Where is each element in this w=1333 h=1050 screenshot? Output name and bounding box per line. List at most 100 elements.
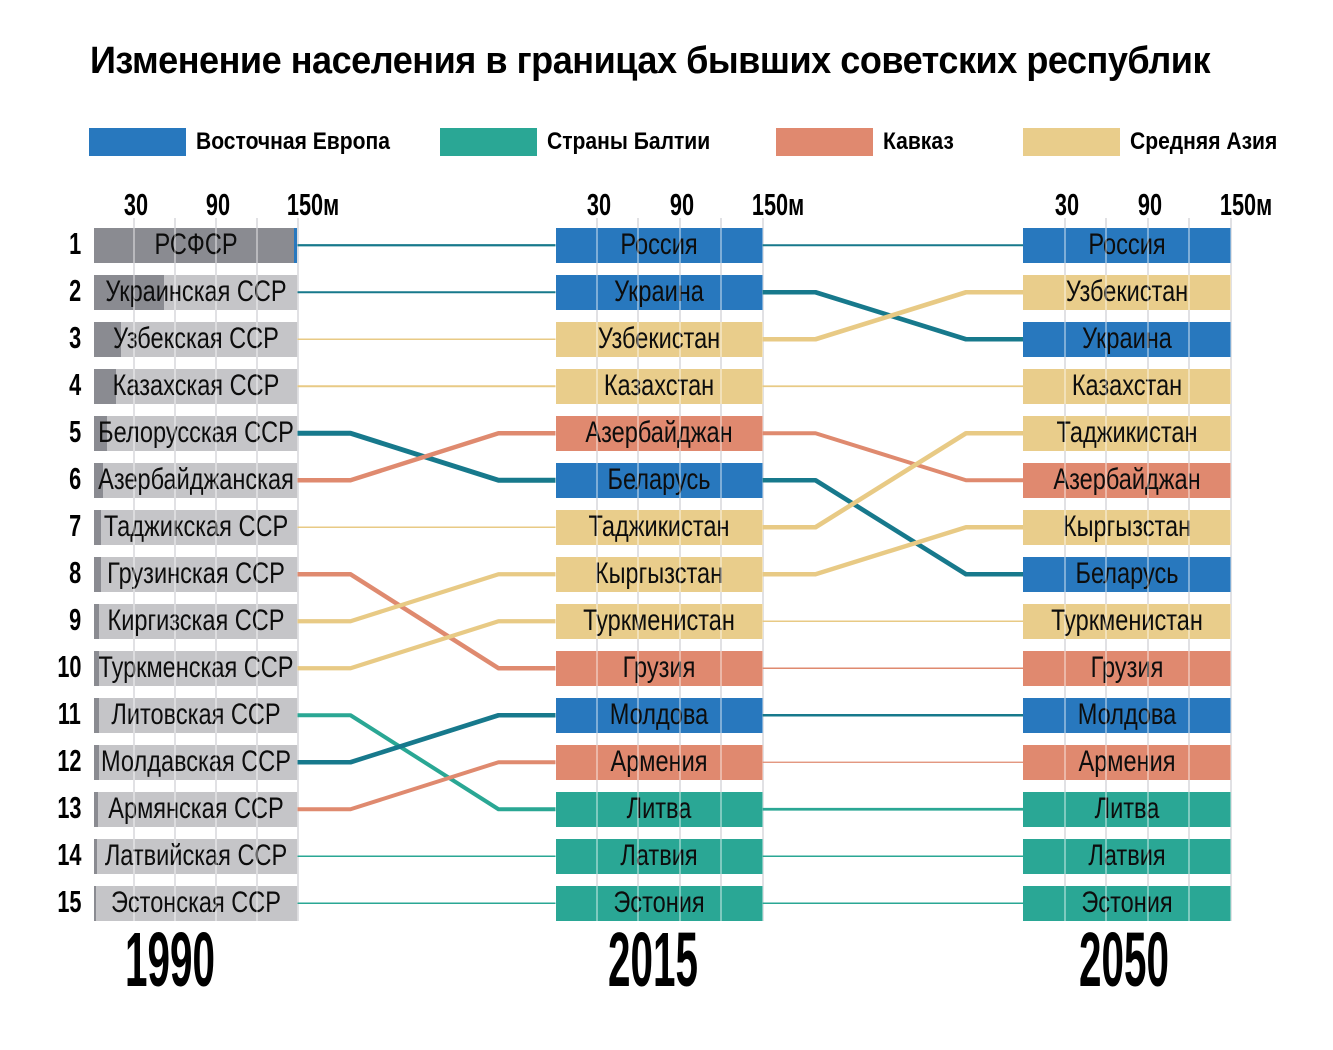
rank-number-12: 12 (0, 745, 81, 776)
rank-number-text: 11 (58, 696, 81, 732)
rank-number-text: 15 (56, 884, 81, 920)
bar-label-text: Беларусь (1075, 557, 1179, 591)
legend-swatch-baltic (440, 128, 537, 156)
rank-number-text: 10 (56, 649, 81, 685)
bar-label-text: Украинская ССР (104, 275, 287, 309)
bar-2015-Молдова: Молдова (555, 698, 763, 733)
bar-value-Молдавская ССР (93, 745, 100, 780)
gridline-over-2050-150 (1230, 218, 1232, 921)
legend-swatch-east (89, 128, 186, 156)
axis-tick-text: 30 (124, 187, 149, 222)
connector-0-8-10 (297, 572, 556, 671)
bar-label-Беларусь: Беларусь (1061, 559, 1192, 589)
bar-label-Латвия: Латвия (1078, 841, 1176, 871)
bar-value-Таджикская ССР (93, 510, 101, 545)
bar-label-Казахская ССР: Казахская ССР (89, 371, 301, 401)
axis-tick-text: 30 (586, 187, 611, 222)
bar-label-Эстония: Эстония (1069, 888, 1185, 918)
bar-label-text: Казахская ССР (112, 369, 279, 403)
bar-2050-Кыргызстан: Кыргызстан (1023, 510, 1231, 545)
rank-number-text: 2 (68, 273, 81, 309)
bar-1990-Молдавская ССР: Молдавская ССР (93, 745, 298, 780)
axis-tick-text: 150м (1219, 187, 1273, 222)
bar-label-Литовская ССР: Литовская ССР (88, 700, 304, 730)
bar-label-text: Литовская ССР (110, 698, 281, 732)
bar-2015-Россия: Россия (555, 228, 763, 263)
rank-number-text: 13 (56, 790, 81, 826)
bar-label-Молдова: Молдова (1064, 700, 1189, 730)
gridline-over-2015-90 (678, 218, 681, 921)
bar-2015-Туркменистан: Туркменистан (555, 604, 763, 639)
bar-label-Украина: Украина (602, 277, 716, 307)
bar-2015-Украина: Украина (555, 275, 763, 310)
bar-2050-Украина: Украина (1023, 322, 1231, 357)
bar-2050-Армения: Армения (1023, 745, 1231, 780)
bar-label-text: Латвийская ССР (104, 839, 287, 873)
bar-label-text: Узбекистан (597, 322, 721, 356)
bar-label-text: РСФСР (153, 228, 238, 262)
bar-label-text: Таджикистан (588, 510, 730, 544)
bar-1990-Украинская ССР: Украинская ССР (93, 275, 298, 310)
rank-number-text: 4 (68, 367, 81, 403)
rank-number-text: 1 (68, 226, 81, 262)
bar-label-Армянская ССР: Армянская ССР (84, 794, 308, 824)
axis-tick-text: 90 (1137, 187, 1162, 222)
bar-label-text: Грузия (622, 651, 696, 685)
gridline-over-2015-30 (595, 218, 598, 921)
bar-label-text: Кыргызстан (1062, 510, 1192, 544)
bar-2050-Таджикистан: Таджикистан (1023, 416, 1231, 451)
rank-number-5: 5 (0, 416, 81, 447)
bar-label-text: Литва (626, 792, 692, 826)
rank-number-3: 3 (0, 322, 81, 353)
year-label-2050: 2050 (1038, 922, 1209, 999)
bar-1990-Белорусская ССР: Белорусская ССР (93, 416, 298, 451)
bar-label-text: Азербайджан (1053, 463, 1201, 497)
rank-number-8: 8 (0, 557, 81, 588)
bar-label-Казахстан: Казахстан (589, 371, 730, 401)
rank-number-6: 6 (0, 463, 81, 494)
bar-label-Киргизская ССР: Киргизская ССР (83, 606, 308, 636)
bar-1990-Латвийская ССР: Латвийская ССР (93, 839, 298, 874)
bar-label-Кыргызстан: Кыргызстан (577, 559, 740, 589)
bar-label-text: Казахстан (1071, 369, 1183, 403)
axis-tick-2050-30: 30 (1049, 189, 1083, 220)
bar-label-text: Узбекистан (1065, 275, 1189, 309)
axis-tick-2050-150: 150м (1209, 189, 1284, 220)
bar-label-Таджикистан: Таджикистан (569, 512, 749, 542)
bar-2050-Россия: Россия (1023, 228, 1231, 263)
bar-value-Украинская ССР (93, 275, 164, 310)
gridline-under-2015-150 (761, 218, 764, 921)
gridline-over-1990-30 (133, 218, 136, 921)
gridline-over-2015-60 (637, 218, 640, 921)
axis-tick-text: 30 (1054, 187, 1079, 222)
gridline-over-2050-120 (1188, 218, 1191, 921)
axis-tick-2050-90: 90 (1133, 189, 1167, 220)
legend-swatch-caucasus (776, 128, 873, 156)
legend-label-east: Восточная Европа (196, 128, 390, 155)
bar-value-Киргизская ССР (93, 604, 100, 639)
axis-tick-2015-90: 90 (664, 189, 698, 220)
bar-label-Азербайджанская: Азербайджанская (71, 465, 320, 495)
bar-1990-Узбекская ССР: Узбекская ССР (93, 322, 298, 357)
gridline-over-2050-30 (1063, 218, 1066, 921)
bar-label-text: Литва (1094, 792, 1160, 826)
bar-label-text: Армения (610, 745, 708, 779)
bar-label-text: Эстония (613, 886, 705, 920)
bar-label-Молдавская ССР: Молдавская ССР (74, 747, 316, 777)
bar-label-Узбекистан: Узбекистан (581, 324, 737, 354)
bar-label-Таджикская ССР: Таджикская ССР (78, 512, 313, 542)
bar-1990-Грузинская ССР: Грузинская ССР (93, 557, 298, 592)
bar-2015-Литва: Литва (555, 792, 763, 827)
bar-value-Узбекская ССР (93, 322, 122, 357)
gridline-over-2015-150 (761, 218, 764, 921)
bar-label-Молдова: Молдова (596, 700, 721, 730)
bar-label-Азербайджан: Азербайджан (565, 418, 753, 448)
axis-tick-text: 150м (751, 187, 804, 222)
rank-number-9: 9 (0, 604, 81, 635)
bar-1990-Армянская ССР: Армянская ССР (93, 792, 298, 827)
bar-label-text: Украина (1082, 322, 1172, 356)
bar-label-text: Туркменистан (583, 604, 735, 638)
bar-label-text: Армянская ССР (107, 792, 284, 826)
bar-label-Азербайджан: Азербайджан (1033, 465, 1221, 495)
